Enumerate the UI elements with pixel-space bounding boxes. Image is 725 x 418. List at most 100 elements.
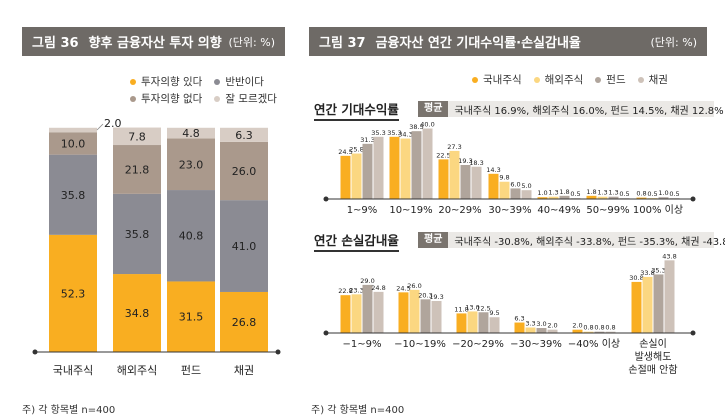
bar-segment [113, 127, 161, 146]
axis-end-dot [323, 330, 329, 336]
bar [488, 173, 499, 199]
bar [400, 138, 411, 199]
bar-value-label: 26.8 [232, 316, 257, 329]
bar-value-label: 25.8 [349, 146, 363, 154]
bar-value-label: 9.8 [499, 174, 509, 182]
bar-value-label: 5.0 [521, 182, 531, 190]
bar-value-label: 4.8 [182, 127, 200, 140]
bar-value-label: 3.0 [536, 320, 546, 328]
bar-value-label: 20.3 [418, 291, 432, 299]
fig37-header: 그림 37 금융자산 연간 기대수익률·손실감내율 (단위: %) [309, 27, 707, 56]
fig36-stacked-bar-chart: 52.3 35.8 10.0 2.0 국내주식 34.8 35.8 21.8 7.8 해외주식 31… [32, 117, 281, 377]
legend-dot-icon [595, 76, 602, 83]
bar-value-label: 23.3 [349, 286, 363, 294]
bar-segment [167, 281, 215, 352]
bar [499, 181, 510, 199]
fig37-title: 그림 37 금융자산 연간 기대수익률·손실감내율 [319, 36, 581, 51]
legend-dot-icon [637, 76, 644, 83]
fig36-legend-item: 반반이다 [214, 74, 264, 89]
bar-value-label: 1.3 [548, 189, 558, 197]
axis-end-dot [323, 196, 329, 202]
bar-value-label: 1.0 [537, 189, 547, 197]
legend-dot-icon [214, 95, 221, 102]
bar-segment [167, 127, 215, 139]
bar [449, 150, 460, 199]
x-tick-label: 해외주식 [117, 363, 157, 377]
bar-value-label: 0.8 [594, 324, 604, 332]
loss-average-text: 국내주식 -30.8%, 해외주식 -33.8%, 펀드 -35.3%, 채권 … [454, 236, 725, 248]
legend-dot-icon [214, 78, 221, 85]
bar [351, 294, 362, 333]
bar-value-label: 2.0 [572, 322, 582, 330]
bar [514, 322, 525, 333]
bar [351, 153, 362, 199]
loss-average-box: 평균 국내주식 -30.8%, 해외주식 -33.8%, 펀드 -35.3%, … [418, 232, 725, 248]
bar-value-label: 1.0 [658, 189, 668, 197]
bar [373, 136, 384, 199]
bar-value-label: 1.8 [559, 188, 569, 196]
bar-value-label: 31.3 [360, 136, 374, 144]
bar-value-label: 2.0 [104, 117, 122, 130]
bar-value-label: 35.3 [371, 129, 385, 137]
fig36-legend-item: 투자의향 없다 [130, 91, 202, 106]
bar [362, 284, 373, 333]
legend-dot-icon [533, 76, 540, 83]
bar-value-label: 27.3 [447, 143, 461, 151]
bar-value-label: 19.3 [429, 293, 443, 301]
bar-value-label: 29.0 [360, 277, 374, 285]
bar-value-label: 23.0 [179, 158, 204, 171]
bar-value-label: 2.0 [547, 322, 557, 330]
fig37-legend-item: 펀드 [595, 72, 626, 87]
fig36-title: 그림 36 향후 금융자산 투자 의향 [32, 36, 222, 51]
bar-value-label: 31.5 [179, 311, 204, 324]
bar-value-label: 6.3 [514, 315, 524, 323]
bar [547, 329, 558, 333]
x-tick-label: −10~19% [394, 339, 446, 350]
x-tick-label: 펀드 [181, 364, 201, 377]
bar-value-label: 14.3 [486, 166, 500, 174]
bar [586, 195, 597, 199]
fig37-legend-item: 해외주식 [533, 72, 583, 87]
axis-end-dot [690, 196, 696, 202]
bar-value-label: 6.0 [510, 180, 520, 188]
bar [389, 136, 400, 199]
fig36-legend-row1: 투자의향 있다 반반이다 [118, 74, 264, 89]
x-tick-label: −1~9% [343, 339, 382, 350]
loss-section-title: 연간 손실감내율 [314, 230, 399, 252]
bar [362, 143, 373, 199]
bar [536, 328, 547, 333]
x-tick-label: −30~39% [510, 339, 562, 350]
bar-segment [220, 141, 268, 201]
bar [456, 313, 467, 333]
bar-segment [220, 127, 268, 142]
axis-end-dot [690, 330, 696, 336]
bar [642, 276, 653, 333]
fig36-unit: (단위: %) [228, 35, 275, 49]
bar-value-label: 52.3 [61, 287, 86, 300]
fig37-legend-item: 국내주식 [472, 72, 522, 87]
bar-value-label: 7.8 [128, 130, 146, 143]
bar-value-label: 24.5 [396, 284, 410, 292]
fig36-legend-item: 투자의향 있다 [130, 74, 202, 89]
x-tick-label: −40% 이상 [568, 338, 620, 350]
bar-value-label: 41.0 [232, 240, 257, 253]
x-tick-label: 손실이 [639, 338, 667, 350]
x-tick-label: 100% 이상 [633, 204, 683, 216]
bar [664, 260, 675, 333]
x-tick-label: 국내주식 [53, 364, 93, 377]
bar [409, 289, 420, 333]
bar-value-label: 1.3 [608, 189, 618, 197]
bar-segment [220, 291, 268, 352]
bar [411, 131, 422, 199]
loss-average-label: 평균 [418, 232, 449, 248]
bar [594, 331, 605, 333]
bar-value-label: 6.3 [235, 129, 253, 142]
bar-value-label: 19.3 [458, 157, 472, 165]
return-average-box: 평균 국내주식 16.9%, 해외주식 16.0%, 펀드 14.5%, 채권 … [418, 101, 724, 117]
legend-dot-icon [130, 95, 136, 102]
bar [460, 164, 471, 199]
x-tick-label: 손절매 안함 [628, 363, 677, 376]
bar [420, 299, 431, 333]
fig36-header: 그림 36 향후 금융자산 투자 의향 (단위: %) [22, 27, 285, 56]
bar-value-label: 22.5 [436, 151, 450, 159]
